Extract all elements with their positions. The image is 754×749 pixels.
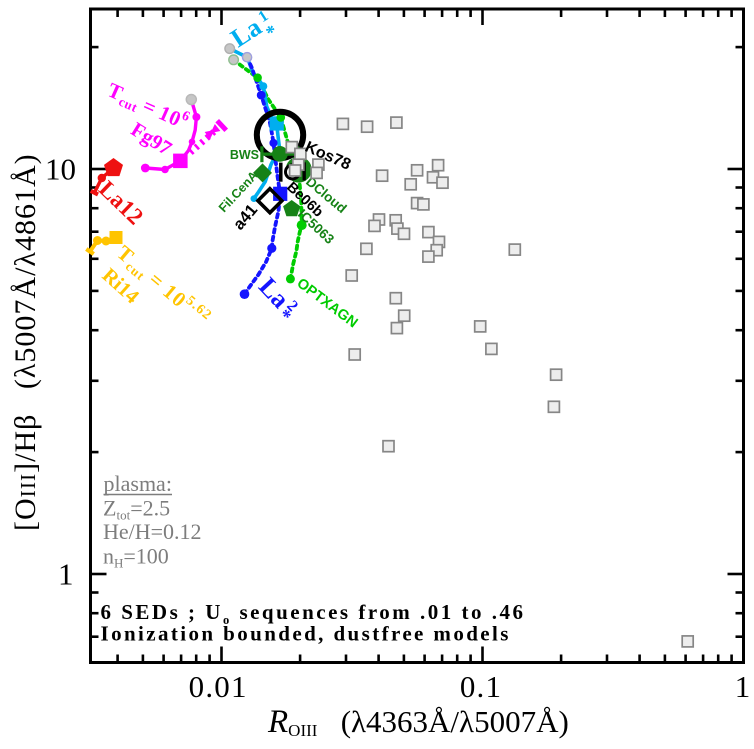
svg-text:10: 10 bbox=[45, 152, 76, 187]
svg-text:0.1: 0.1 bbox=[460, 669, 502, 704]
svg-text:1: 1 bbox=[58, 557, 74, 592]
svg-text:plasma:: plasma: bbox=[104, 471, 172, 496]
svg-text:[OIII]/Hβ (λ5007Å/λ4861Å): [OIII]/Hβ (λ5007Å/λ4861Å) bbox=[9, 153, 42, 531]
svg-text:BWS: BWS bbox=[230, 148, 259, 162]
svg-text:He/H=0.12: He/H=0.12 bbox=[103, 519, 202, 544]
svg-text:nH=100: nH=100 bbox=[103, 544, 169, 571]
svg-text:Ionization bounded, dustfree m: Ionization bounded, dustfree models bbox=[101, 622, 511, 646]
svg-text:ROIII (λ4363Å/λ5007Å): ROIII (λ4363Å/λ5007Å) bbox=[267, 704, 569, 740]
svg-text:6 SEDs ; Uo sequences from .01: 6 SEDs ; Uo sequences from .01 to .46 bbox=[101, 600, 526, 627]
svg-text:1: 1 bbox=[735, 669, 751, 704]
svg-text:Ztot=2.5: Ztot=2.5 bbox=[103, 496, 170, 523]
svg-text:0.01: 0.01 bbox=[189, 669, 248, 704]
